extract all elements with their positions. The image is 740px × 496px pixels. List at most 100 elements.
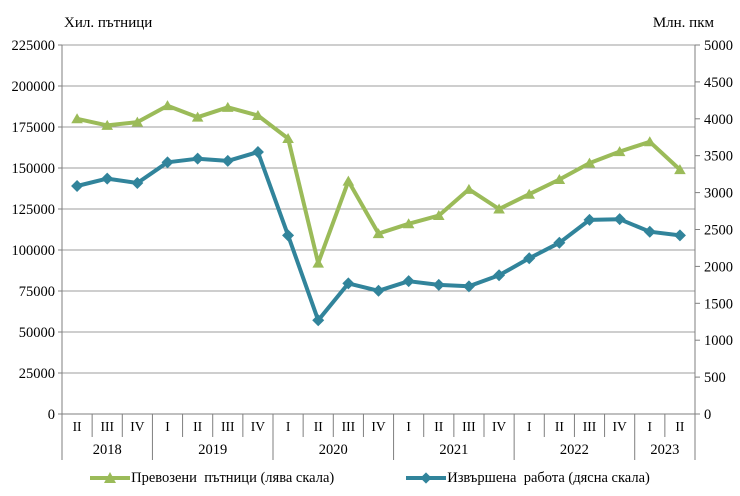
diamond-marker	[221, 154, 234, 167]
right-tick-label: 0	[704, 407, 711, 423]
work-line-diamond-swatch	[406, 471, 447, 485]
legend-label-work: Извършена работа (дясна скала)	[447, 469, 650, 486]
diamond-marker	[402, 275, 415, 288]
right-axis-title: Млн. пкм	[652, 15, 714, 31]
diamond-marker	[613, 213, 626, 226]
diamond-marker	[191, 152, 204, 165]
quarter-label: I	[406, 419, 411, 434]
right-tick-label: 3500	[704, 149, 733, 165]
chart-legend: Превозени пътници (лява скала) Извършена…	[0, 464, 740, 492]
triangle-marker	[493, 203, 505, 214]
quarter-label: III	[342, 419, 356, 434]
quarter-label: IV	[613, 419, 627, 434]
right-tick-label: 3000	[704, 186, 733, 202]
chart-plot-area: 0250005000075000100000125000150000175000…	[12, 38, 733, 460]
left-tick-label: 175000	[12, 120, 56, 136]
triangle-marker	[463, 183, 475, 194]
quarter-label: IV	[251, 419, 265, 434]
quarter-label: I	[286, 419, 291, 434]
right-tick-label: 4000	[704, 112, 733, 128]
diamond-marker	[493, 269, 506, 282]
diamond-marker	[432, 278, 445, 291]
quarter-label: II	[555, 419, 564, 434]
triangle-marker	[221, 101, 234, 112]
triangle-marker	[191, 111, 204, 122]
quarter-label: I	[165, 419, 170, 434]
right-tick-label: 2500	[704, 223, 733, 239]
diamond-marker	[342, 277, 355, 290]
quarter-label: III	[221, 419, 235, 434]
quarter-label: I	[527, 419, 532, 434]
diamond-marker	[462, 280, 475, 293]
triangle-marker	[312, 257, 325, 268]
diamond-marker	[583, 213, 596, 226]
left-tick-label: 0	[48, 407, 55, 423]
quarter-label: I	[648, 419, 653, 434]
diamond-marker	[101, 172, 114, 185]
left-tick-label: 150000	[12, 161, 56, 177]
legend-item-passengers: Превозени пътници (лява скала)	[90, 470, 334, 487]
triangle-marker-icon	[104, 472, 117, 483]
diamond-marker	[553, 236, 566, 249]
diamond-marker	[523, 252, 536, 265]
year-label: 2021	[439, 442, 468, 458]
diamond-marker	[673, 229, 686, 242]
quarter-label: II	[193, 419, 202, 434]
triangle-marker	[101, 119, 114, 130]
quarter-label: IV	[130, 419, 144, 434]
year-label: 2023	[650, 442, 679, 458]
quarter-label: III	[462, 419, 476, 434]
diamond-marker	[312, 314, 325, 327]
year-label: 2022	[560, 442, 589, 458]
left-tick-label: 50000	[19, 325, 55, 341]
right-tick-label: 2000	[704, 259, 733, 275]
quarter-label: II	[434, 419, 443, 434]
diamond-marker	[643, 225, 656, 238]
triangle-marker	[583, 157, 596, 168]
left-tick-label: 25000	[19, 366, 55, 382]
triangle-marker	[674, 164, 686, 175]
triangle-marker	[342, 175, 355, 186]
triangle-marker	[282, 132, 294, 143]
passengers-series-line	[75, 103, 682, 266]
diamond-marker	[161, 156, 174, 169]
passengers-line-triangle-swatch	[90, 471, 131, 485]
quarter-label: III	[100, 419, 114, 434]
left-tick-label: 100000	[12, 243, 56, 259]
quarter-label: II	[73, 419, 82, 434]
left-axis-title: Хил. пътници	[64, 15, 153, 31]
year-label: 2020	[319, 442, 348, 458]
diamond-marker-icon	[420, 472, 432, 484]
legend-label-passengers: Превозени пътници (лява скала)	[131, 469, 335, 486]
right-tick-label: 4500	[704, 75, 733, 91]
quarter-label: II	[314, 419, 323, 434]
left-tick-label: 200000	[12, 79, 56, 95]
year-label: 2018	[93, 442, 122, 458]
triangle-marker	[402, 218, 415, 229]
legend-item-work: Извършена работа (дясна скала)	[406, 470, 650, 487]
left-tick-label: 75000	[19, 284, 55, 300]
quarter-label: II	[675, 419, 684, 434]
triangle-marker	[71, 113, 83, 124]
year-label: 2019	[198, 442, 227, 458]
triangle-marker	[523, 188, 536, 199]
left-tick-label: 225000	[12, 38, 56, 54]
right-tick-label: 1500	[704, 296, 733, 312]
diamond-marker	[131, 177, 144, 190]
right-tick-label: 500	[704, 370, 726, 386]
quarter-label: IV	[492, 419, 506, 434]
triangle-marker	[613, 146, 626, 157]
triangle-marker	[161, 100, 174, 111]
right-tick-label: 5000	[704, 38, 733, 54]
triangle-marker	[553, 173, 566, 184]
triangle-marker	[252, 110, 264, 121]
diamond-marker	[282, 229, 295, 242]
triangle-marker	[432, 210, 445, 221]
quarter-label: III	[583, 419, 597, 434]
diamond-marker	[372, 284, 385, 297]
triangle-marker	[643, 136, 656, 147]
left-tick-label: 125000	[12, 202, 56, 218]
triangle-marker	[131, 116, 144, 127]
diamond-marker	[71, 179, 84, 192]
